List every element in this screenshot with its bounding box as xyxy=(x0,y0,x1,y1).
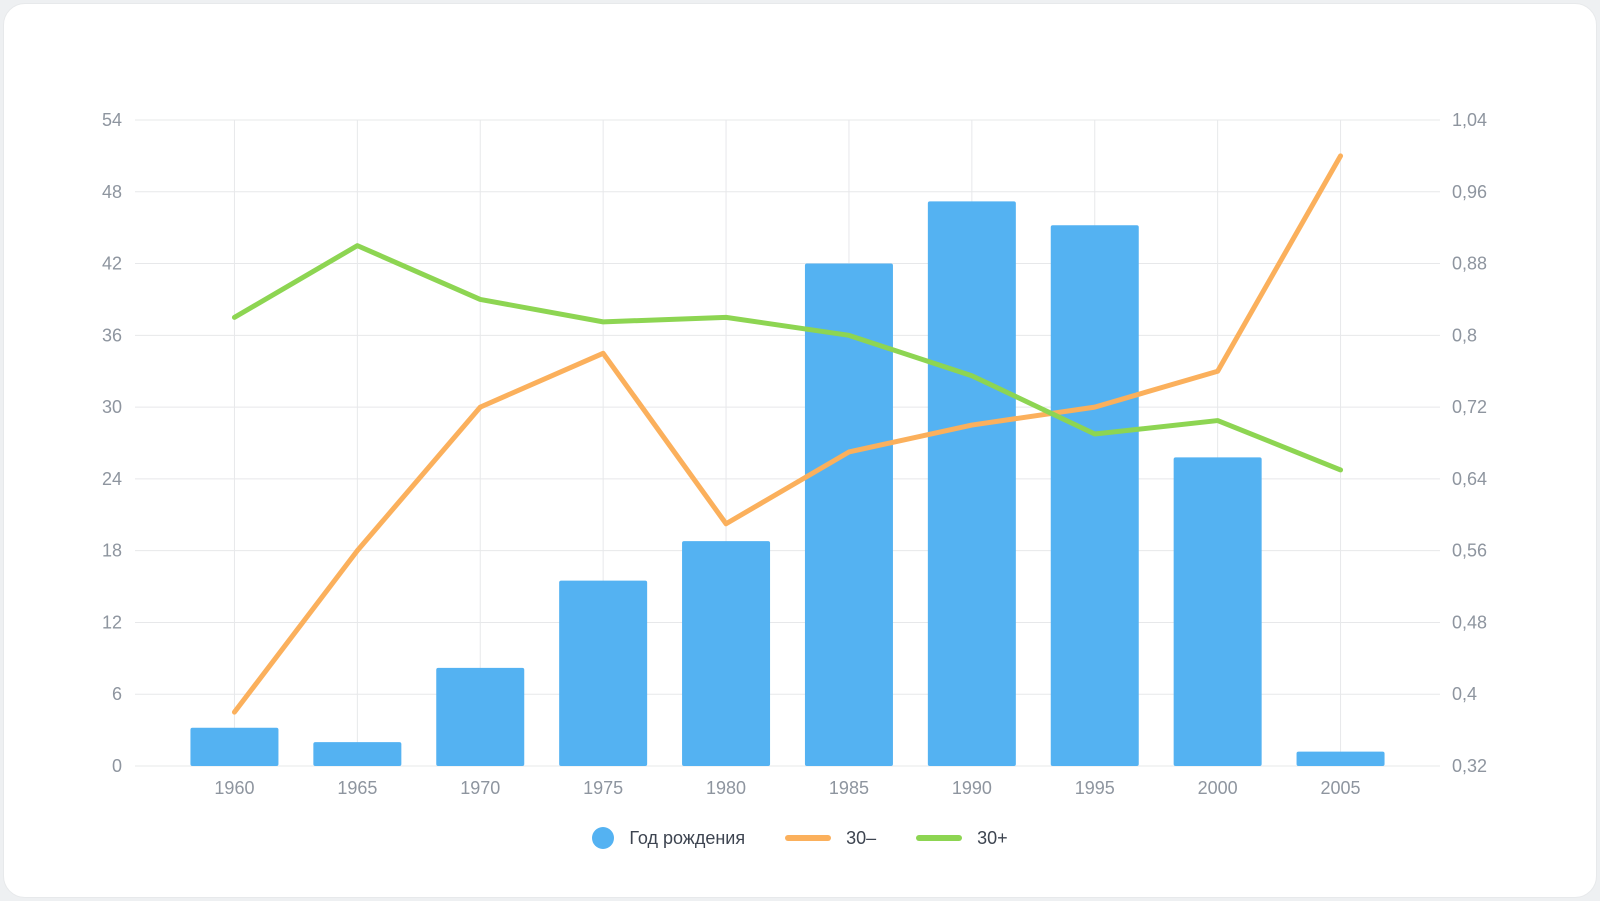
line-series-2 xyxy=(231,243,1344,473)
right-axis-tick: 1,04 xyxy=(1452,110,1487,130)
bar-1990 xyxy=(927,201,1016,766)
legend-line-icon xyxy=(785,835,832,841)
bar-2000 xyxy=(1173,457,1262,766)
x-axis-label: 1980 xyxy=(706,778,746,798)
left-axis-tick: 24 xyxy=(102,469,122,489)
left-axis-tick: 12 xyxy=(102,612,122,632)
bar-1965 xyxy=(313,742,402,766)
right-axis-tick: 0,56 xyxy=(1452,541,1487,561)
right-axis-tick: 0,8 xyxy=(1452,325,1477,345)
bar-1980 xyxy=(682,541,771,766)
x-axis-label: 2005 xyxy=(1321,778,1361,798)
right-axis-tick: 0,96 xyxy=(1452,182,1487,202)
left-axis-tick: 6 xyxy=(112,684,122,704)
left-axis-tick: 54 xyxy=(102,110,122,130)
x-axis-label: 1970 xyxy=(460,778,500,798)
x-axis-label: 1990 xyxy=(952,778,992,798)
legend-dot-icon xyxy=(592,827,615,849)
line-series-1 xyxy=(231,153,1344,715)
bar-2005 xyxy=(1296,751,1385,766)
legend-label: 30– xyxy=(846,827,877,848)
right-axis-tick: 0,64 xyxy=(1452,469,1487,489)
x-axis-label: 1960 xyxy=(214,778,254,798)
legend-label: 30+ xyxy=(977,827,1008,848)
right-axis-tick: 0,4 xyxy=(1452,684,1477,704)
left-axis-tick: 0 xyxy=(112,756,122,776)
x-axis-label: 1995 xyxy=(1075,778,1115,798)
x-axis-label: 1985 xyxy=(829,778,869,798)
legend-item-0[interactable]: Год рождения xyxy=(592,827,745,849)
legend-label: Год рождения xyxy=(629,827,746,848)
bar-1960 xyxy=(190,727,279,766)
left-axis-tick: 36 xyxy=(102,325,122,345)
bar-1975 xyxy=(559,580,648,766)
x-axis-label: 2000 xyxy=(1198,778,1238,798)
legend: Год рождения 30– 30+ xyxy=(0,816,1600,860)
legend-item-1[interactable]: 30– xyxy=(785,828,876,849)
x-axis-label: 1965 xyxy=(337,778,377,798)
legend-line-icon xyxy=(916,835,963,841)
right-axis-tick: 0,72 xyxy=(1452,397,1487,417)
left-axis-tick: 18 xyxy=(102,541,122,561)
x-axis-label: 1975 xyxy=(583,778,623,798)
left-axis-tick: 48 xyxy=(102,182,122,202)
legend-item-2[interactable]: 30+ xyxy=(916,828,1008,849)
bar-1995 xyxy=(1050,225,1139,767)
bar-1970 xyxy=(436,667,525,766)
left-axis-tick: 42 xyxy=(102,254,122,274)
right-axis-tick: 0,32 xyxy=(1452,756,1487,776)
bar-1985 xyxy=(804,263,893,766)
left-axis-tick: 30 xyxy=(102,397,122,417)
right-axis-tick: 0,48 xyxy=(1452,612,1487,632)
right-axis-tick: 0,88 xyxy=(1452,254,1487,274)
